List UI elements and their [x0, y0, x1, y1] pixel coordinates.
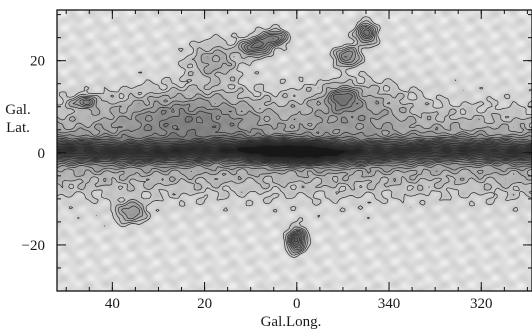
plot-area: [57, 10, 532, 291]
plot-frame: [56, 9, 532, 292]
x-tick-label: 0: [293, 296, 301, 312]
contour-level-1: [57, 16, 532, 258]
y-tick-label: 0: [38, 146, 46, 162]
axis-ticks: [57, 10, 532, 292]
contour-level-15: [221, 144, 348, 159]
x-tick-label: 20: [197, 296, 212, 312]
contour-level-13: [57, 142, 532, 161]
y-tick-label: −20: [22, 238, 45, 254]
contour-level-5: [57, 26, 532, 251]
contour-level-11: [57, 140, 532, 163]
contour-level-9: [57, 138, 532, 243]
contour-level-12: [57, 141, 532, 162]
contour-level-8: [57, 136, 532, 245]
x-tick-label: 40: [105, 296, 120, 312]
tick-labels: 40 20 0 340 320 20 0 −20: [22, 54, 493, 312]
y-axis-title-line1: Gal.: [5, 102, 30, 118]
contour-level-10: [57, 139, 532, 164]
intensity-map: [57, 10, 532, 291]
contour-lines: [57, 16, 532, 258]
contour-level-2: [57, 20, 532, 256]
x-tick-label: 340: [378, 296, 401, 312]
y-axis-title-line2: Lat.: [6, 120, 30, 136]
x-tick-label: 320: [470, 296, 493, 312]
contour-level-7: [57, 29, 532, 247]
contour-level-3: [57, 22, 532, 254]
contour-level-14: [154, 143, 364, 160]
contour-level-6: [57, 27, 532, 249]
contour-level-4: [57, 24, 532, 252]
y-tick-label: 20: [30, 54, 45, 70]
x-axis-title: Gal.Long.: [261, 314, 322, 330]
